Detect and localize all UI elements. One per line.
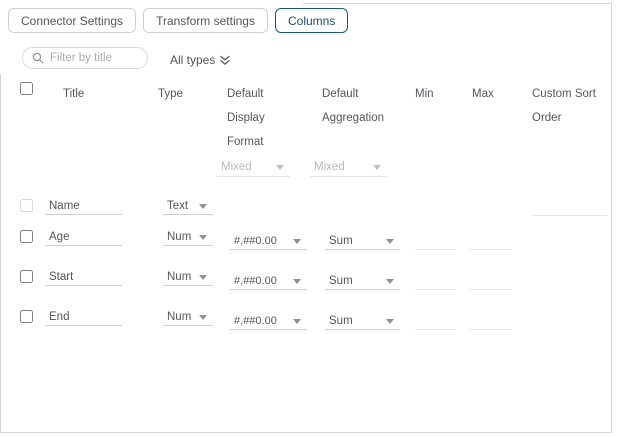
- row-end-max-input[interactable]: [470, 315, 512, 327]
- row-end-max-field: [470, 313, 512, 330]
- tab-columns[interactable]: Columns: [274, 8, 349, 33]
- row-name-title-field: [45, 198, 122, 215]
- search-icon: [32, 52, 44, 64]
- row-name-type-value: Text: [167, 200, 189, 212]
- row-end-aggregation-dropdown[interactable]: Sum: [325, 313, 400, 330]
- row-age-title-field: [45, 229, 122, 246]
- row-end-aggregation-value: Sum: [329, 315, 353, 327]
- panel-border-right: [611, 3, 612, 433]
- row-end-type-value: Num: [167, 311, 192, 323]
- row-name-custom-sort-field: [532, 199, 607, 216]
- caret-down-icon: [293, 318, 301, 324]
- column-header-display-format: Default Display Format: [227, 88, 265, 148]
- row-end-min-field: [415, 313, 455, 330]
- caret-down-icon: [293, 238, 301, 244]
- row-end-checkbox[interactable]: [20, 310, 33, 323]
- row-end-min-input[interactable]: [415, 315, 455, 327]
- bulk-display-format-value: Mixed: [221, 161, 252, 173]
- row-end-format-dropdown[interactable]: #,##0.00: [230, 313, 307, 330]
- row-age-max-input[interactable]: [470, 235, 512, 247]
- bulk-aggregation-value: Mixed: [314, 161, 345, 173]
- caret-down-icon: [199, 274, 207, 280]
- row-end-title-field: [45, 309, 122, 326]
- settings-tab-bar: Connector Settings Transform settings Co…: [8, 8, 349, 33]
- row-start-title-input[interactable]: [45, 271, 122, 283]
- column-header-aggregation: Default Aggregation: [322, 88, 385, 124]
- row-age-max-field: [470, 233, 512, 250]
- row-end-title-input[interactable]: [45, 311, 122, 323]
- panel-border-left: [0, 74, 1, 433]
- row-start-min-input[interactable]: [415, 275, 455, 287]
- tab-transform-settings[interactable]: Transform settings: [143, 8, 268, 33]
- caret-down-icon: [199, 203, 207, 209]
- row-name-title-input[interactable]: [45, 200, 122, 212]
- row-start-format-value: #,##0.00: [234, 275, 277, 287]
- row-age-aggregation-value: Sum: [329, 235, 353, 247]
- bulk-aggregation-dropdown[interactable]: Mixed: [310, 158, 387, 177]
- row-start-type-value: Num: [167, 271, 192, 283]
- row-start-type-dropdown[interactable]: Num: [163, 269, 213, 286]
- double-chevron-down-icon: [220, 55, 231, 65]
- column-header-min: Min: [415, 88, 434, 100]
- row-name-custom-sort-input[interactable]: [532, 201, 607, 213]
- caret-down-icon: [276, 164, 284, 170]
- row-age-format-dropdown[interactable]: #,##0.00: [230, 233, 307, 250]
- row-start-format-dropdown[interactable]: #,##0.00: [230, 273, 307, 290]
- caret-down-icon: [293, 278, 301, 284]
- row-age-min-input[interactable]: [415, 235, 455, 247]
- column-header-custom-sort: Custom Sort Order: [532, 88, 596, 124]
- row-age-title-input[interactable]: [45, 231, 122, 243]
- caret-down-icon: [386, 238, 394, 244]
- type-filter-label: All types: [170, 53, 216, 67]
- caret-down-icon: [386, 318, 394, 324]
- row-start-aggregation-value: Sum: [329, 275, 353, 287]
- select-all-checkbox[interactable]: [20, 82, 33, 95]
- column-header-title: Title: [63, 88, 85, 100]
- caret-down-icon: [386, 278, 394, 284]
- row-start-min-field: [415, 273, 455, 290]
- column-header-type: Type: [158, 88, 183, 100]
- type-filter-dropdown[interactable]: All types: [170, 51, 231, 69]
- row-name-type-dropdown[interactable]: Text: [163, 198, 213, 215]
- row-age-checkbox[interactable]: [20, 230, 33, 243]
- filter-by-title-input[interactable]: [50, 52, 138, 64]
- row-age-type-value: Num: [167, 231, 192, 243]
- caret-down-icon: [199, 234, 207, 240]
- row-age-min-field: [415, 233, 455, 250]
- column-header-max: Max: [472, 88, 494, 100]
- row-start-max-input[interactable]: [470, 275, 512, 287]
- row-end-type-dropdown[interactable]: Num: [163, 309, 213, 326]
- row-start-checkbox[interactable]: [20, 270, 33, 283]
- filter-by-title-field[interactable]: [22, 47, 148, 69]
- row-age-aggregation-dropdown[interactable]: Sum: [325, 233, 400, 250]
- caret-down-icon: [373, 164, 381, 170]
- row-name-checkbox[interactable]: [20, 199, 33, 212]
- caret-down-icon: [199, 314, 207, 320]
- row-end-format-value: #,##0.00: [234, 315, 277, 327]
- row-age-type-dropdown[interactable]: Num: [163, 229, 213, 246]
- row-start-title-field: [45, 269, 122, 286]
- panel-border-top: [303, 3, 612, 4]
- row-start-max-field: [470, 273, 512, 290]
- bulk-display-format-dropdown[interactable]: Mixed: [217, 158, 290, 177]
- row-age-format-value: #,##0.00: [234, 235, 277, 247]
- tab-connector-settings[interactable]: Connector Settings: [8, 8, 137, 33]
- row-start-aggregation-dropdown[interactable]: Sum: [325, 273, 400, 290]
- panel-border-bottom: [0, 432, 612, 433]
